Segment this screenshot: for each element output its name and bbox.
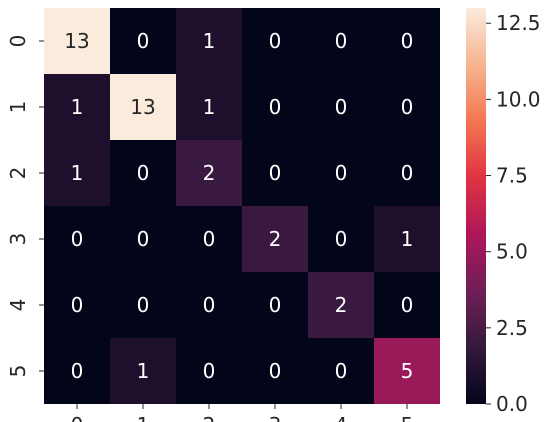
colorbar-tick-label: 2.5: [496, 316, 528, 340]
heatmap-cell-r5-c0: [44, 338, 110, 404]
y-tick-label: 5: [6, 365, 30, 378]
heatmap-cell-r2-c2: [176, 140, 242, 206]
cell-value-label: 1: [137, 359, 150, 383]
cell-value-label: 0: [401, 29, 414, 53]
cell-value-label: 0: [401, 293, 414, 317]
cell-value-label: 5: [401, 359, 414, 383]
heatmap-cell-r4-c2: [176, 272, 242, 338]
heatmap-cell-r1-c2: [176, 74, 242, 140]
heatmap-cell-r4-c1: [110, 272, 176, 338]
colorbar-tick-label: 7.5: [496, 164, 528, 188]
y-tick-label: 3: [6, 233, 30, 246]
cell-value-label: 0: [203, 359, 216, 383]
heatmap-cell-r2-c5: [374, 140, 440, 206]
y-tick-label: 1: [6, 101, 30, 114]
cell-value-label: 1: [203, 29, 216, 53]
heatmap-cell-r5-c4: [308, 338, 374, 404]
heatmap-cell-r5-c1: [110, 338, 176, 404]
cell-value-label: 13: [130, 95, 155, 119]
colorbar: [466, 8, 486, 404]
heatmap-cell-r0-c3: [242, 8, 308, 74]
heatmap-cell-r5-c2: [176, 338, 242, 404]
heatmap-cell-r1-c0: [44, 74, 110, 140]
x-tick-label: 3: [269, 413, 282, 422]
cell-value-label: 0: [137, 293, 150, 317]
heatmap-cell-r3-c2: [176, 206, 242, 272]
y-tick-label: 4: [6, 299, 30, 312]
heatmap-cell-r2-c1: [110, 140, 176, 206]
cell-value-label: 0: [401, 161, 414, 185]
heatmap-cell-r4-c4: [308, 272, 374, 338]
x-tick-label: 5: [401, 413, 414, 422]
colorbar-tick-label: 12.5: [496, 11, 541, 35]
heatmap-cell-r3-c4: [308, 206, 374, 272]
x-tick-label: 4: [335, 413, 348, 422]
cell-value-label: 0: [71, 293, 84, 317]
cell-value-label: 1: [401, 227, 414, 251]
colorbar-tick-label: 5.0: [496, 240, 528, 264]
cell-value-label: 0: [335, 95, 348, 119]
cell-value-label: 2: [335, 293, 348, 317]
heatmap-cell-r0-c4: [308, 8, 374, 74]
heatmap-cell-r4-c5: [374, 272, 440, 338]
heatmap-cell-r0-c0: [44, 8, 110, 74]
cell-value-label: 0: [137, 227, 150, 251]
cell-value-label: 0: [137, 161, 150, 185]
x-tick-label: 1: [137, 413, 150, 422]
heatmap-cell-r1-c1: [110, 74, 176, 140]
cell-value-label: 13: [64, 29, 89, 53]
cell-value-label: 0: [269, 359, 282, 383]
cell-value-label: 2: [269, 227, 282, 251]
cell-value-label: 0: [335, 227, 348, 251]
cell-value-label: 0: [71, 227, 84, 251]
heatmap-cell-r5-c3: [242, 338, 308, 404]
cell-value-label: 0: [203, 293, 216, 317]
y-tick-label: 2: [6, 167, 30, 180]
heatmap-cell-r1-c3: [242, 74, 308, 140]
cell-value-label: 0: [203, 227, 216, 251]
heatmap-cell-r3-c0: [44, 206, 110, 272]
heatmap-cell-r5-c5: [374, 338, 440, 404]
heatmap-cell-r2-c4: [308, 140, 374, 206]
cell-value-label: 0: [401, 95, 414, 119]
cell-value-label: 0: [269, 95, 282, 119]
heatmap-cell-r2-c3: [242, 140, 308, 206]
cell-value-label: 1: [71, 161, 84, 185]
heatmap-cell-r0-c1: [110, 8, 176, 74]
heatmap-cell-r2-c0: [44, 140, 110, 206]
x-tick-label: 2: [203, 413, 216, 422]
heatmap-cell-r4-c3: [242, 272, 308, 338]
heatmap-cell-r3-c1: [110, 206, 176, 272]
cell-value-label: 0: [335, 29, 348, 53]
cell-value-label: 0: [335, 161, 348, 185]
cell-value-label: 0: [269, 29, 282, 53]
y-tick-label: 0: [6, 35, 30, 48]
cell-value-label: 1: [71, 95, 84, 119]
heatmap-cell-r0-c5: [374, 8, 440, 74]
cell-value-label: 0: [269, 161, 282, 185]
cell-value-label: 0: [335, 359, 348, 383]
colorbar-tick-label: 0.0: [496, 392, 528, 416]
colorbar-tick-label: 10.0: [496, 87, 541, 111]
x-tick-label: 0: [71, 413, 84, 422]
cell-value-label: 0: [71, 359, 84, 383]
cell-value-label: 2: [203, 161, 216, 185]
heatmap-cell-r1-c4: [308, 74, 374, 140]
cell-value-label: 1: [203, 95, 216, 119]
heatmap-cell-r0-c2: [176, 8, 242, 74]
heatmap-cell-r3-c5: [374, 206, 440, 272]
cell-value-label: 0: [137, 29, 150, 53]
heatmap-cell-r4-c0: [44, 272, 110, 338]
heatmap-cell-r1-c5: [374, 74, 440, 140]
cell-value-label: 0: [269, 293, 282, 317]
heatmap-cell-r3-c3: [242, 206, 308, 272]
